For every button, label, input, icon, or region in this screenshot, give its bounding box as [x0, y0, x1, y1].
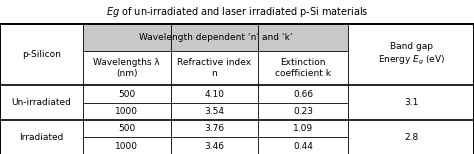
Text: Refractive index
n: Refractive index n	[177, 58, 252, 78]
Text: 500: 500	[118, 124, 136, 133]
Text: 0.23: 0.23	[293, 107, 313, 116]
Text: 1.09: 1.09	[293, 124, 313, 133]
Bar	[0, 24, 474, 154]
Bar	[0, 0, 474, 24]
Text: 1000: 1000	[115, 107, 138, 116]
Bar	[83, 24, 348, 51]
Text: 3.54: 3.54	[204, 107, 225, 116]
Text: 3.76: 3.76	[204, 124, 225, 133]
Text: Wavelengths λ
(nm): Wavelengths λ (nm)	[93, 58, 160, 78]
Text: Un-irradiated: Un-irradiated	[11, 98, 72, 107]
Text: 0.44: 0.44	[293, 142, 313, 151]
Text: $\it{Eg}$ of un-irradiated and laser irradiated p-Si materials: $\it{Eg}$ of un-irradiated and laser irr…	[106, 5, 368, 19]
Text: 0.66: 0.66	[293, 90, 313, 99]
Text: 500: 500	[118, 90, 136, 99]
Text: 2.8: 2.8	[404, 133, 419, 142]
Text: p-Silicon: p-Silicon	[22, 50, 61, 59]
Text: 3.46: 3.46	[204, 142, 225, 151]
Text: Band gap
Energy $E_g$ (eV): Band gap Energy $E_g$ (eV)	[378, 42, 445, 67]
Text: Wavelength dependent ‘n’ and ‘k’: Wavelength dependent ‘n’ and ‘k’	[139, 33, 292, 42]
Text: Irradiated: Irradiated	[19, 133, 64, 142]
Text: 3.1: 3.1	[404, 98, 419, 107]
Text: 4.10: 4.10	[204, 90, 225, 99]
Text: Extinction
coefficient k: Extinction coefficient k	[275, 58, 331, 78]
Text: 1000: 1000	[115, 142, 138, 151]
